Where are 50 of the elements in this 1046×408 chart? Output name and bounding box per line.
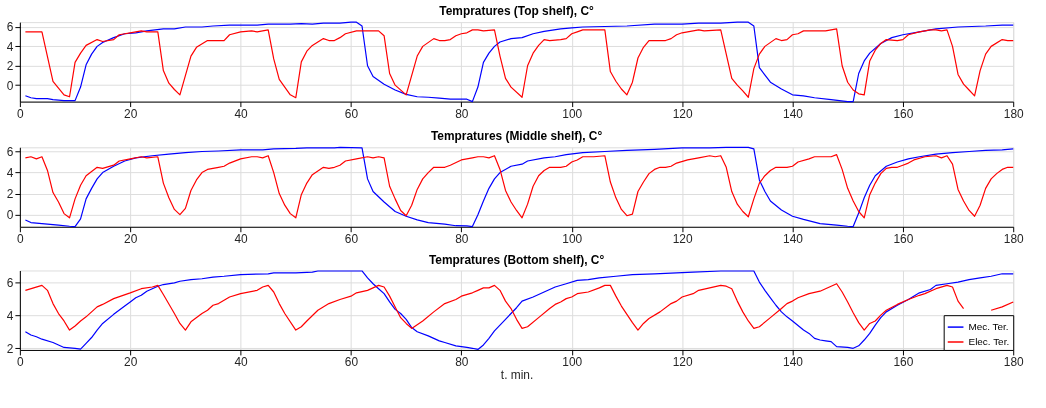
y-tick-label: 6 <box>6 20 14 35</box>
y-tick-label: 4 <box>6 39 14 54</box>
x-tick-label: 40 <box>234 355 249 370</box>
y-tick-label: 6 <box>6 275 14 290</box>
line-series <box>24 270 1014 351</box>
x-tick-label: 0 <box>17 232 25 247</box>
x-tick-label: 0 <box>17 107 25 121</box>
x-tick-label: 40 <box>234 232 249 247</box>
line-series <box>24 154 1014 219</box>
x-tick-label: 140 <box>783 107 804 121</box>
x-tick-label: 20 <box>124 355 138 370</box>
y-tick-label: 2 <box>6 341 14 356</box>
x-tick-label: 120 <box>672 355 693 370</box>
x-tick-label: 80 <box>455 355 469 370</box>
x-tick-label: 160 <box>893 107 914 121</box>
x-tick-label: 140 <box>783 232 804 247</box>
x-tick-label: 60 <box>344 355 359 370</box>
x-tick-label: 60 <box>344 107 359 121</box>
x-tick-label: 140 <box>783 355 804 370</box>
x-tick-label: 0 <box>17 355 25 370</box>
line-series <box>24 146 1014 228</box>
x-tick-label: 80 <box>455 232 469 247</box>
x-tick-label: 80 <box>455 107 469 121</box>
y-tick-label: 2 <box>6 187 14 202</box>
x-tick-label: 160 <box>893 355 914 370</box>
x-tick-label: 100 <box>562 355 583 370</box>
x-tick-label: 20 <box>124 232 138 247</box>
y-tick-label: 0 <box>6 208 14 223</box>
x-tick-label: 160 <box>893 232 914 247</box>
x-tick-label: 40 <box>234 107 249 121</box>
x-tick-label: 120 <box>672 107 693 121</box>
y-tick-label: 0 <box>6 78 14 93</box>
x-tick-label: 120 <box>672 232 693 247</box>
x-axis-title: t. min. <box>500 368 534 383</box>
x-tick-label: 20 <box>124 107 138 121</box>
legend-label: Mec. Ter. <box>968 321 1009 333</box>
legend-label: Elec. Ter. <box>968 335 1010 347</box>
chart-title: Tempratures (Top shelf), C° <box>439 4 595 19</box>
x-tick-label: 100 <box>562 232 583 247</box>
x-tick-label: 180 <box>1003 232 1025 247</box>
y-tick-label: 6 <box>6 144 14 159</box>
x-tick-label: 100 <box>562 107 583 121</box>
x-tick-label: 180 <box>1003 355 1025 370</box>
y-tick-label: 2 <box>6 59 14 74</box>
x-tick-label: 180 <box>1003 107 1025 121</box>
chart-title: Tempratures (Bottom shelf), C° <box>428 253 605 268</box>
chart-title: Tempratures (Middle shelf), C° <box>430 128 603 143</box>
y-tick-label: 4 <box>6 308 14 323</box>
y-tick-label: 4 <box>6 166 14 181</box>
x-tick-label: 60 <box>344 232 359 247</box>
